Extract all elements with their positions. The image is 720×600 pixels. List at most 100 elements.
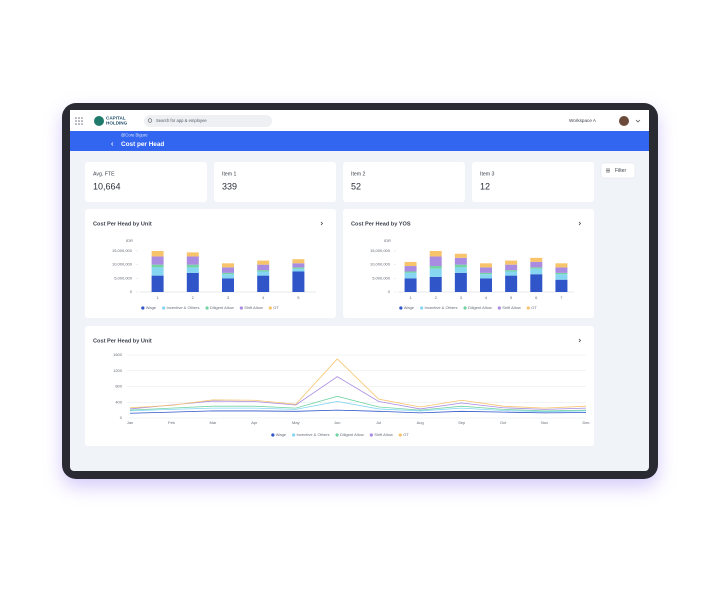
bar-segment bbox=[257, 260, 270, 265]
x-tick-label: 1 bbox=[409, 295, 412, 300]
legend-label: Incentive & Others bbox=[425, 305, 458, 310]
bar-segment bbox=[186, 272, 199, 292]
bar-segment bbox=[404, 278, 417, 292]
legend-label: Wage bbox=[276, 432, 287, 437]
bar-segment bbox=[292, 271, 305, 292]
bar-segment bbox=[454, 272, 467, 292]
legend-swatch bbox=[268, 306, 272, 310]
legend-swatch bbox=[463, 306, 467, 310]
bar-segment bbox=[505, 270, 518, 272]
x-tick-label: Dec bbox=[582, 420, 589, 425]
y-tick-label: 5,000,000 bbox=[372, 275, 391, 280]
x-tick-label: Mar bbox=[209, 420, 217, 425]
kpi-card bbox=[214, 162, 336, 202]
legend-swatch bbox=[526, 306, 530, 310]
legend-swatch bbox=[399, 306, 403, 310]
breadcrumb[interactable]: @Core Bigure bbox=[121, 133, 148, 138]
legend-label: OT bbox=[531, 305, 537, 310]
x-tick-label: 7 bbox=[560, 295, 563, 300]
line-series bbox=[129, 395, 587, 412]
bar-segment bbox=[292, 259, 305, 264]
y-tick-label: 15,000,000 bbox=[112, 248, 133, 253]
bar-segment bbox=[404, 271, 417, 273]
y-tick-label: 400 bbox=[115, 399, 122, 404]
apps-icon[interactable] bbox=[75, 117, 83, 125]
bar-segment bbox=[480, 263, 492, 268]
bar-segment bbox=[186, 252, 199, 257]
bar-segment bbox=[530, 274, 543, 292]
legend: Wage Incentive & Others Diligent Allow Shif… bbox=[399, 305, 537, 310]
filter-button[interactable] bbox=[600, 162, 636, 179]
bar-segment bbox=[429, 268, 442, 277]
bar-segment bbox=[530, 267, 543, 269]
legend: Wage Incentive & Others Diligent Allow Shif… bbox=[271, 432, 409, 437]
x-tick-label: 3 bbox=[460, 295, 463, 300]
kpi-value: 339 bbox=[222, 181, 237, 191]
kpi-label: Item 2 bbox=[351, 171, 366, 177]
bar-segment bbox=[186, 256, 199, 265]
x-tick-label: 1 bbox=[156, 295, 159, 300]
x-tick-label: Oct bbox=[500, 420, 507, 425]
y-axis-label: IDR bbox=[384, 238, 391, 243]
y-tick-label: 10,000,000 bbox=[112, 262, 133, 267]
chart-card bbox=[85, 326, 594, 446]
bar-segment bbox=[222, 274, 234, 279]
bar-segment bbox=[555, 272, 568, 275]
workspace[interactable]: Workspace A bbox=[569, 118, 597, 123]
legend-label: Diligent Allow bbox=[340, 432, 364, 437]
x-tick-label: 2 bbox=[192, 295, 195, 300]
bar-segment bbox=[480, 274, 492, 279]
legend-swatch bbox=[292, 433, 296, 437]
bar-segment bbox=[505, 260, 518, 265]
legend-label: Diligent Allow bbox=[468, 305, 492, 310]
card-chevron[interactable] bbox=[578, 338, 581, 343]
card-chevron[interactable] bbox=[578, 221, 581, 226]
x-tick-label: Apr bbox=[251, 420, 258, 425]
bar-segment bbox=[530, 257, 543, 262]
search-box[interactable] bbox=[144, 115, 272, 127]
bar-segment bbox=[454, 267, 467, 273]
bar-segment bbox=[505, 264, 518, 271]
legend-swatch bbox=[205, 306, 209, 310]
legend-label: Shift Allow bbox=[244, 305, 263, 310]
y-axis-label: IDR bbox=[126, 238, 133, 243]
legend-swatch bbox=[497, 306, 501, 310]
bar-segment bbox=[454, 253, 467, 258]
bar-segment bbox=[454, 264, 467, 268]
kpi-value: 12 bbox=[480, 181, 490, 191]
chart-title: Cost Per Head by Unit bbox=[93, 221, 152, 227]
bar-segment bbox=[454, 257, 467, 265]
bar-segment bbox=[429, 251, 442, 257]
x-tick-label: 5 bbox=[297, 295, 300, 300]
legend-label: Wage bbox=[146, 305, 157, 310]
legend-label: Shift Allow bbox=[374, 432, 393, 437]
legend-swatch bbox=[162, 306, 166, 310]
bar-segment bbox=[257, 275, 270, 292]
bar-segment bbox=[292, 263, 305, 268]
x-tick-label: Feb bbox=[168, 420, 176, 425]
charts: Cost Per Head by Unit 0 5,000,000 10,000,00… bbox=[93, 221, 590, 437]
avatar-chevron[interactable] bbox=[635, 119, 641, 123]
line-series bbox=[129, 358, 587, 409]
line-series bbox=[129, 409, 587, 414]
bar-segment bbox=[555, 274, 568, 280]
legend-label: Incentive & Others bbox=[297, 432, 330, 437]
bar-segment bbox=[480, 278, 492, 292]
kpi-card bbox=[472, 162, 594, 202]
bar-segment bbox=[429, 256, 442, 267]
kpi-card bbox=[85, 162, 207, 202]
avatar[interactable] bbox=[619, 116, 629, 126]
x-tick-label: 6 bbox=[535, 295, 538, 300]
y-tick-label: 10,000,000 bbox=[370, 262, 391, 267]
y-tick-label: 0 bbox=[120, 415, 123, 420]
bar-segment bbox=[480, 272, 492, 275]
brand-line: HOLDING bbox=[106, 121, 128, 126]
legend-swatch bbox=[420, 306, 424, 310]
x-tick-label: 5 bbox=[510, 295, 513, 300]
card-chevron[interactable] bbox=[320, 221, 323, 226]
bar-segment bbox=[257, 270, 270, 272]
back-button[interactable] bbox=[111, 142, 114, 146]
page-title: Cost per Head bbox=[121, 141, 164, 148]
